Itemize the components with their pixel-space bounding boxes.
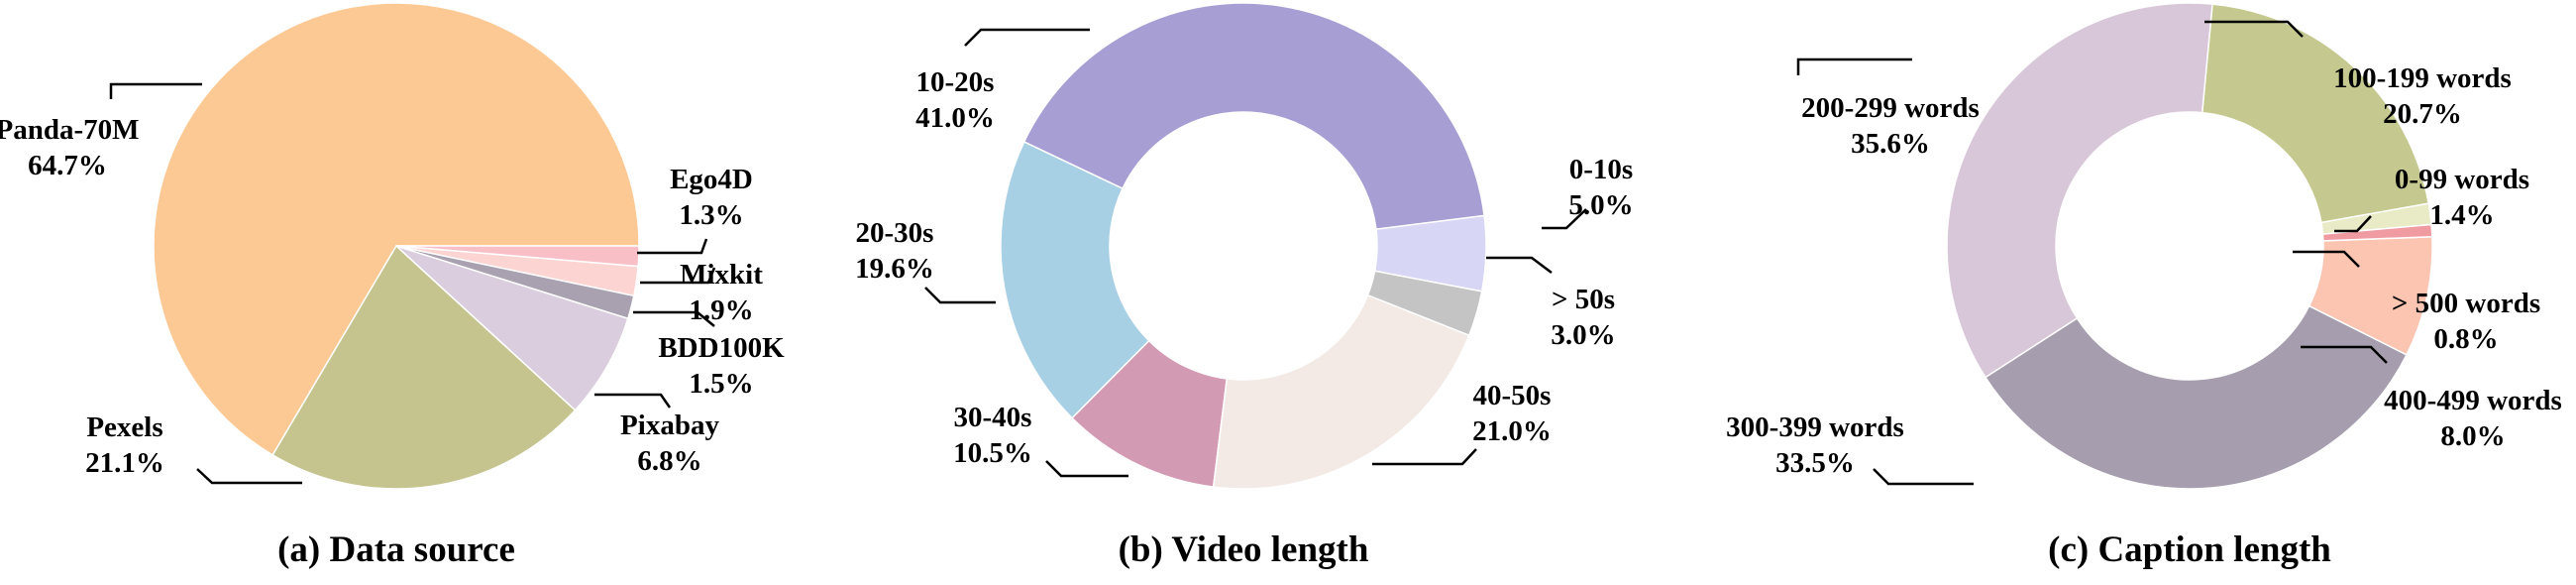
value-label-panda-70m: 64.7% xyxy=(28,150,107,181)
leader-line-mixkit xyxy=(640,267,716,285)
category-label-200-299-words: 200-299 words xyxy=(1801,92,1980,124)
category-label-40-50s: 40-50s xyxy=(1473,380,1552,411)
value-label-400-499-words: 8.0% xyxy=(2440,420,2505,452)
chart-data-source: Panda-70M 64.7% Pexels 21.1% Pixabay 6.8% BDD1… xyxy=(0,2,785,570)
value-label-40-50s: 21.0% xyxy=(1472,415,1552,447)
leader-line-40-50s xyxy=(1372,448,1477,466)
category-label-400-499-words: 400-499 words xyxy=(2384,385,2562,416)
value-label-gt-50s: 3.0% xyxy=(1551,319,1615,351)
category-label-mixkit: Mixkit xyxy=(680,259,763,291)
slice-pixabay xyxy=(395,245,629,411)
leader-line-gt-500-words xyxy=(2293,250,2360,268)
leader-line-30-40s xyxy=(1045,460,1128,478)
leader-line-20-30s xyxy=(924,287,996,304)
value-label-bdd100k: 1.5% xyxy=(689,368,753,400)
value-label-100-199-words: 20.7% xyxy=(2383,98,2462,130)
category-label-20-30s: 20-30s xyxy=(856,217,934,249)
chart-title-video-length: (b) Video length xyxy=(1119,529,1369,570)
leader-line-400-499-words xyxy=(2301,345,2388,364)
chart-caption-length: 0-99 words 1.4% 100-199 words 20.7% 200-299 … xyxy=(1726,2,2562,570)
category-label-ego4d: Ego4D xyxy=(670,164,753,195)
value-label-mixkit: 1.9% xyxy=(689,294,753,326)
category-label-panda-70m: Panda-70M xyxy=(0,114,140,146)
category-label-0-10s: 0-10s xyxy=(1569,154,1633,185)
category-label-100-199-words: 100-199 words xyxy=(2333,62,2512,94)
value-label-ego4d: 1.3% xyxy=(679,199,743,231)
value-label-0-99-words: 1.4% xyxy=(2429,199,2494,231)
chart-title-data-source: (a) Data source xyxy=(277,529,515,570)
slice-100-199-words xyxy=(2200,3,2430,224)
slice-200-299-words xyxy=(1946,2,2213,379)
category-label-pexels: Pexels xyxy=(86,411,162,443)
leader-line-100-199-words xyxy=(2204,20,2304,38)
value-label-10-20s: 41.0% xyxy=(915,102,995,134)
slice-300-399-words xyxy=(1984,304,2408,490)
category-label-gt-500-words: > 500 words xyxy=(2392,288,2540,319)
category-label-0-99-words: 0-99 words xyxy=(2395,164,2529,195)
leader-line-0-10s xyxy=(1542,208,1587,230)
leader-line-ego4d xyxy=(637,238,708,255)
value-label-20-30s: 19.6% xyxy=(855,253,934,285)
chart-title-caption-length: (c) Caption length xyxy=(2048,529,2331,570)
category-label-10-20s: 10-20s xyxy=(916,66,995,98)
category-label-300-399-words: 300-399 words xyxy=(1726,411,1904,443)
slice-gt-500-words xyxy=(2321,223,2433,242)
value-label-pixabay: 6.8% xyxy=(637,445,701,477)
value-label-300-399-words: 33.5% xyxy=(1775,447,1855,479)
slice-10-20s xyxy=(1022,2,1485,230)
leader-line-panda-70m xyxy=(109,82,202,99)
leader-line-bdd100k xyxy=(633,310,715,327)
value-label-30-40s: 10.5% xyxy=(953,437,1032,469)
category-label-pixabay: Pixabay xyxy=(620,410,719,441)
category-label-bdd100k: BDD100K xyxy=(658,332,785,364)
slice-ego4d xyxy=(395,245,640,268)
category-label-30-40s: 30-40s xyxy=(954,402,1032,433)
leader-line-200-299-words xyxy=(1796,58,1912,75)
chart-video-length: 0-10s 5.0% 10-20s 41.0% 20-30s 19.6% 30-40s 10.… xyxy=(855,2,1634,570)
category-label-gt-50s: > 50s xyxy=(1552,284,1615,315)
value-label-gt-500-words: 0.8% xyxy=(2433,323,2498,355)
slice-pexels xyxy=(271,244,577,490)
slice-panda-70m xyxy=(153,2,640,456)
value-label-pexels: 21.1% xyxy=(85,447,164,479)
value-label-200-299-words: 35.6% xyxy=(1851,128,1930,160)
slice-40-50s xyxy=(1212,293,1470,490)
leader-line-gt-50s xyxy=(1486,256,1553,274)
leader-line-0-99-words xyxy=(2334,215,2372,233)
leader-line-10-20s xyxy=(964,28,1090,47)
value-label-0-10s: 5.0% xyxy=(1568,189,1633,221)
leader-line-pexels xyxy=(196,468,302,485)
leader-line-300-399-words xyxy=(1873,468,1974,486)
slice-20-30s xyxy=(1000,141,1150,419)
slice-gt-50s xyxy=(1366,270,1483,337)
leader-line-pixabay xyxy=(594,393,672,409)
